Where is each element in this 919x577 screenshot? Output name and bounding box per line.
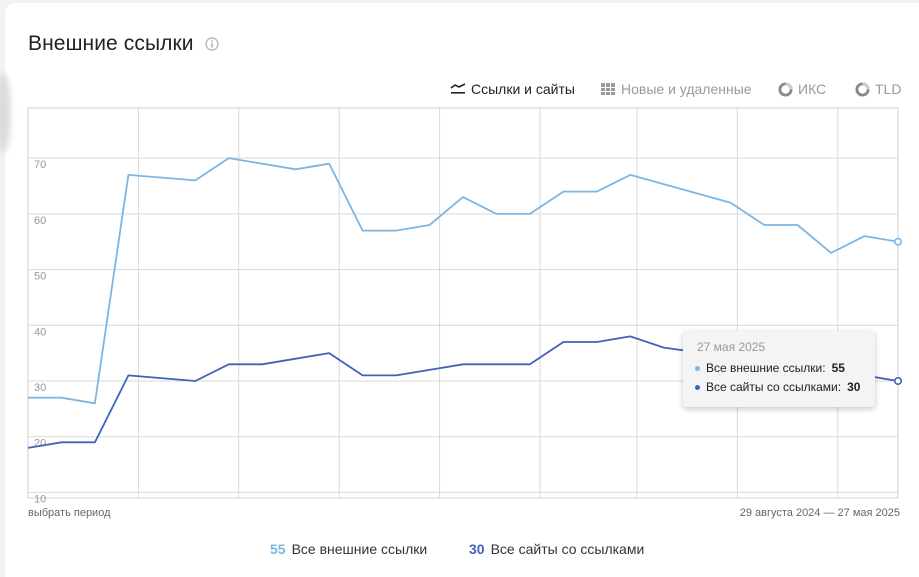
pie-chart-icon (855, 81, 870, 97)
tab-iks[interactable]: ИКС (778, 78, 826, 100)
bar-chart-icon (601, 83, 615, 95)
y-tick-label: 70 (34, 159, 46, 171)
info-icon[interactable] (205, 37, 219, 51)
tooltip-label: Все сайты со ссылками: (706, 380, 842, 394)
y-tick-label: 50 (34, 271, 46, 283)
tooltip-value: 55 (831, 361, 845, 375)
y-tick-label: 60 (34, 215, 46, 227)
widget-card (0, 3, 919, 577)
chart-legend: 55 Все внешние ссылки 30 Все сайты со ссыл… (0, 541, 919, 559)
pie-chart-icon (778, 81, 793, 97)
tooltip-date: 27 мая 2025 (697, 340, 766, 354)
select-period-link[interactable]: выбрать период (28, 507, 111, 519)
y-tick-label: 40 (34, 326, 46, 338)
tooltip-row-links: Все внешние ссылки: 55 (695, 361, 845, 375)
plot-frame (27, 107, 899, 499)
y-tick-label: 30 (34, 382, 46, 394)
legend-label: Все сайты со ссылками (490, 541, 645, 557)
series-end-marker (893, 376, 902, 385)
series-end-marker (893, 237, 902, 246)
series-dot (695, 365, 700, 371)
widget-title: Внешние ссылки (28, 32, 194, 55)
y-tick-label: 20 (34, 438, 46, 450)
period-range: 29 августа 2024 — 27 мая 2025 (739, 507, 900, 519)
series-dot (695, 384, 700, 390)
series-line-links (28, 157, 899, 405)
tab-label: TLD (875, 81, 902, 97)
legend-label: Все внешние ссылки (291, 541, 428, 557)
tab-links-and-sites[interactable]: Ссылки и сайты (450, 78, 575, 100)
legend-item-sites[interactable]: 30 Все сайты со ссылками (469, 541, 644, 557)
tab-label: Новые и удаленные (621, 81, 752, 97)
legend-item-links[interactable]: 55 Все внешние ссылки (270, 541, 427, 557)
line-chart-icon (450, 83, 466, 94)
y-tick-label: 10 (34, 493, 46, 505)
tooltip-value: 30 (847, 380, 861, 394)
series-line-sites (27, 335, 899, 449)
chart-tabs: Ссылки и сайты Новые и удаленные ИКС TLD (0, 78, 919, 100)
tab-label: ИКС (798, 81, 827, 97)
legend-value: 30 (469, 541, 485, 557)
tab-label: Ссылки и сайты (471, 81, 575, 97)
tooltip-row-sites: Все сайты со ссылками: 30 (695, 380, 860, 394)
tab-new-and-removed[interactable]: Новые и удаленные (601, 78, 752, 100)
tooltip-label: Все внешние ссылки: (706, 361, 826, 375)
chart-tooltip: 27 мая 2025 Все внешние ссылки: 55 Все с… (683, 331, 875, 407)
tab-tld[interactable]: TLD (855, 78, 901, 100)
legend-value: 55 (270, 541, 286, 557)
edge-shadow (0, 73, 11, 153)
